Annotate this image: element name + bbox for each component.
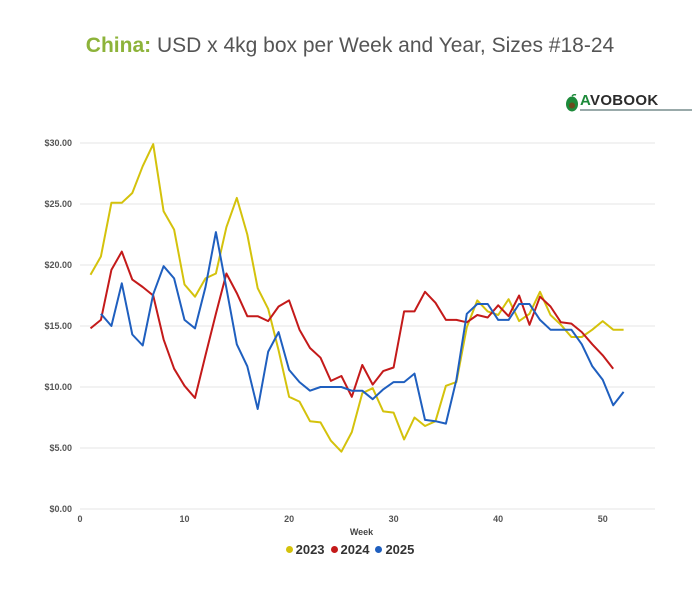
chart-title: China: USD x 4kg box per Week and Year, …: [0, 34, 700, 58]
logo-wordmark-rest: VOBOOK: [590, 92, 659, 109]
series-lines: [89, 143, 625, 453]
x-tick-label: 50: [598, 514, 608, 524]
avobook-logo: AVOBOOK: [562, 92, 692, 118]
series-line-2023: [89, 143, 624, 453]
legend-label: 2025: [385, 542, 415, 557]
y-tick-label: $30.00: [44, 138, 72, 148]
legend-marker: [375, 546, 383, 553]
legend-label: 2023: [295, 542, 325, 557]
legend-item-2025: 2025: [375, 542, 414, 557]
grid-lines: [80, 142, 655, 510]
y-tick-label: $10.00: [44, 382, 72, 392]
legend-marker: [285, 546, 293, 553]
axes: $0.00 $5.00 $10.00 $15.00 $20.00 $25.00 $30.00…: [44, 138, 607, 524]
x-tick-label: 40: [493, 514, 503, 524]
chart-title-lead: China:: [85, 34, 152, 57]
avocado-icon: [566, 94, 578, 112]
x-tick-label: 30: [389, 514, 399, 524]
x-tick-label: 10: [180, 514, 190, 524]
y-tick-label: $15.00: [44, 321, 72, 331]
y-tick-label: $5.00: [49, 443, 72, 453]
series-line-2025: [100, 231, 625, 425]
logo-wordmark-prefix: A: [580, 92, 591, 109]
x-tick-label: 0: [77, 514, 82, 524]
x-axis-label: Week: [350, 527, 374, 537]
series-line-2024: [89, 250, 614, 399]
legend-marker: [330, 546, 338, 553]
chart-title-rest: USD x 4kg box per Week and Year, Sizes #…: [151, 34, 615, 57]
logo-wordmark: AVOBOOK: [580, 92, 659, 109]
legend-item-2023: 2023: [285, 542, 325, 557]
legend-item-2024: 2024: [330, 542, 370, 557]
legend: 2023 2024 2025: [0, 542, 700, 557]
legend-label: 2024: [340, 542, 370, 557]
y-tick-label: $25.00: [44, 199, 72, 209]
y-tick-label: $20.00: [44, 260, 72, 270]
logo-tagline-bar: [580, 109, 692, 111]
y-tick-label: $0.00: [49, 504, 72, 514]
x-tick-label: 20: [284, 514, 294, 524]
